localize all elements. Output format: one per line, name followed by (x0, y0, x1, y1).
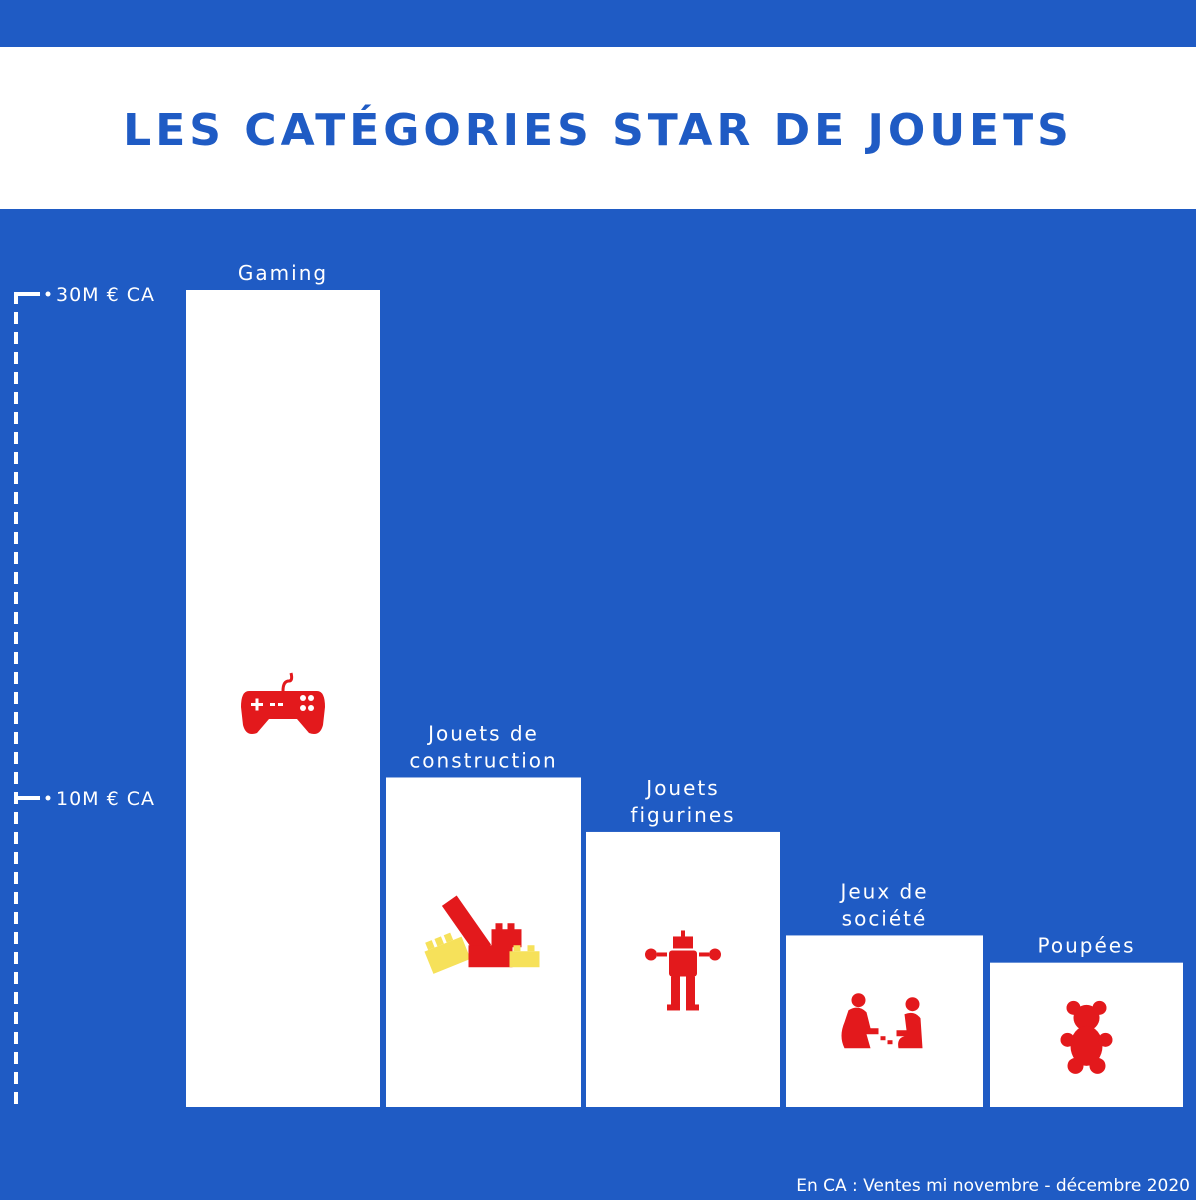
gamepad-icon (241, 672, 325, 734)
y-tick-0: 30M € CA (16, 284, 155, 306)
tick-dot (45, 291, 51, 297)
category-label: Gaming (238, 261, 328, 285)
category-label: construction (409, 748, 557, 772)
board-game-players-icon (841, 993, 923, 1049)
category-label: société (842, 906, 928, 930)
y-tick-label: 10M € CA (56, 788, 155, 810)
robot-icon (645, 930, 721, 1011)
title-banner (0, 47, 1196, 209)
y-tick-1: 10M € CA (16, 788, 155, 810)
tick-dot (45, 795, 51, 801)
teddy-bear-icon (1060, 1000, 1113, 1074)
building-blocks-icon (424, 895, 540, 974)
category-label: Jeux de (838, 879, 928, 903)
y-tick-label: 30M € CA (56, 284, 155, 306)
category-label: Jouets de (426, 721, 539, 745)
source-note: En CA : Ventes mi novembre - décembre 20… (796, 1176, 1190, 1196)
page-title: LES CATÉGORIES STAR DE JOUETS (123, 105, 1073, 156)
category-label: Jouets (644, 776, 719, 800)
category-label: Poupées (1038, 934, 1136, 958)
category-label: figurines (630, 803, 735, 827)
bar-3 (786, 935, 983, 1107)
